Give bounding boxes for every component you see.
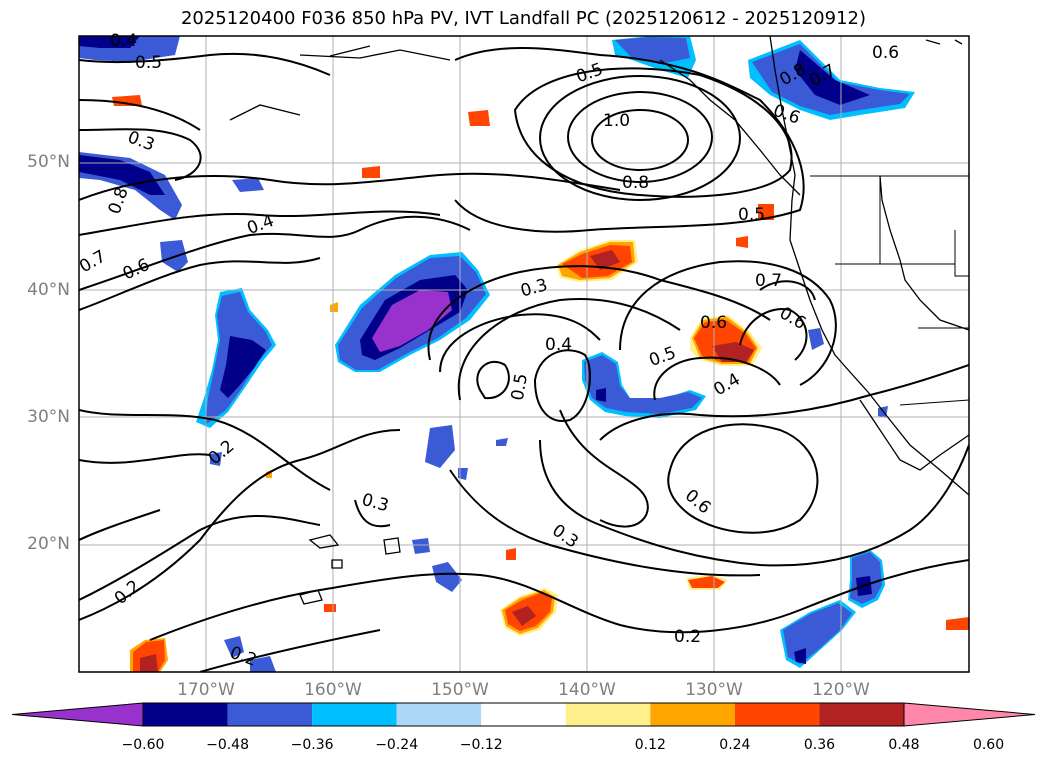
colorbar-tick-label: −0.48 [206,737,249,753]
contour-label-0.2-se: 0.2 [674,627,701,647]
contour-lines [79,47,969,672]
colorbar-tick-label: 0.36 [803,737,836,753]
colorbar-tick-label: −0.36 [290,737,334,753]
lat-label-50n: 50°N [27,152,70,172]
lat-label-30n: 30°N [27,407,70,427]
map-title: 2025120400 F036 850 hPa PV, IVT Landfall… [180,8,867,29]
contour-label-0.8-n: 0.8 [622,173,649,193]
colorbar-tick-label: 0.60 [972,737,1005,753]
contour-label-0.4-nw: 0.4 [110,31,137,51]
contour-label-0.5-e: 0.5 [738,205,765,225]
colorbar-tick-label: −0.24 [375,737,419,753]
lon-label-120w: 120°W [812,680,870,700]
lat-label-20n: 20°N [27,534,70,554]
contour-label-1.0: 1.0 [603,111,630,131]
colorbar-tick-label: 0.24 [719,737,751,753]
positive-anomaly-shading [112,95,969,672]
contour-label-0.7-ne: 0.7 [755,271,782,291]
contour-label-0.6-ne: 0.6 [700,313,727,333]
contour-label-0.4-c: 0.4 [545,335,572,355]
lon-label-140w: 140°W [558,680,616,700]
colorbar-tick-label: 0.48 [888,737,920,753]
contour-label-0.5-c: 0.5 [508,372,532,402]
colorbar-tick-label: −0.60 [121,737,165,753]
plot-frame [78,35,970,673]
lon-label-170w: 170°W [177,680,235,700]
lat-label-40n: 40°N [27,280,70,300]
colorbar-tick-label: 0.12 [634,737,666,753]
contour-label-0.6-far-ne: 0.6 [872,43,899,63]
plot-background [79,36,969,672]
gridlines [79,36,969,672]
colorbar-tick-label: −0.12 [459,737,503,753]
negative-anomaly-shading [79,36,915,672]
contour-label-0.5-nw: 0.5 [135,53,162,73]
lon-label-130w: 130°W [685,680,743,700]
lon-label-160w: 160°W [304,680,362,700]
lon-label-150w: 150°W [431,680,489,700]
